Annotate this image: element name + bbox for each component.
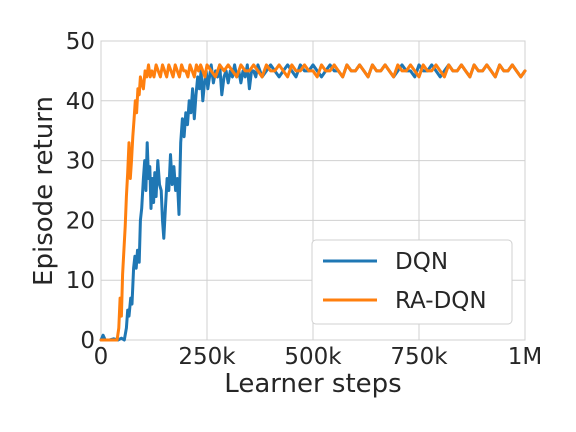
legend-label-ra-dqn: RA-DQN (395, 288, 487, 314)
x-tick-label: 500k (284, 344, 342, 370)
y-axis-ticks: 0 10 20 30 40 50 (66, 29, 95, 354)
series-layer (99, 63, 527, 342)
y-tick-label: 20 (66, 208, 95, 234)
x-axis-ticks: 0 250k 500k 750k 1M (94, 344, 543, 370)
x-tick-label: 250k (178, 344, 236, 370)
x-tick-label: 750k (390, 344, 448, 370)
y-tick-label: 10 (66, 268, 95, 294)
series-line-ra-dqn (99, 63, 527, 342)
y-axis-label: Episode return (29, 96, 59, 286)
legend: DQN RA-DQN (311, 239, 513, 325)
legend-label-dqn: DQN (395, 249, 448, 275)
x-tick-label: 0 (94, 344, 109, 370)
y-tick-label: 40 (66, 89, 95, 115)
x-axis-label: Learner steps (224, 369, 401, 399)
y-tick-label: 50 (66, 29, 95, 55)
y-tick-label: 0 (80, 328, 95, 354)
x-tick-label: 1M (508, 344, 542, 370)
series-line-dqn (99, 63, 527, 342)
y-tick-label: 30 (66, 149, 95, 175)
